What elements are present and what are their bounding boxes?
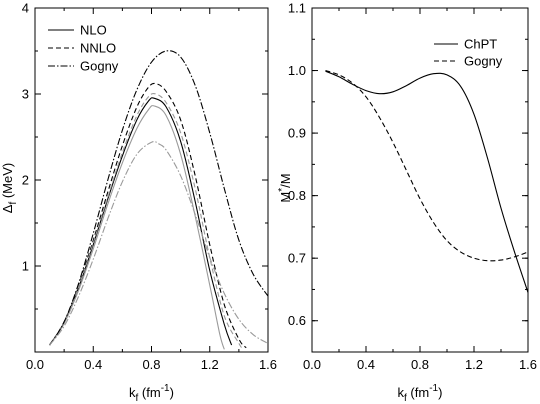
x-tick-label: 0.0 (26, 357, 44, 372)
y-tick-label: 1 (22, 259, 29, 274)
y-tick-label: 2 (22, 173, 29, 188)
series-line-gogny-1 (325, 69, 528, 262)
left-panel-gap-energy: 0.0 0.4 0.8 1.2 1.6 1 2 3 4 kf (fm-1) Δf (MeV) NLO N… (0, 1, 277, 404)
x-axis-label: kf (fm-1) (398, 383, 443, 404)
y-axis-label: Δf (MeV) (0, 163, 19, 213)
y-tick-label: 0.8 (288, 188, 306, 203)
series-line-nnlo-2 (49, 82, 247, 349)
y-axis-label: M*/M (277, 173, 293, 202)
legend-label: ChPT (464, 37, 497, 52)
series-line-series-1-1 (49, 105, 225, 350)
legend-label: Gogny (464, 54, 503, 69)
x-tick-label: 0.0 (303, 357, 321, 372)
y-tick-label: 1.0 (288, 63, 306, 78)
x-tick-label: 1.2 (201, 357, 219, 372)
x-tick-label: 0.8 (142, 357, 160, 372)
x-axis-label: kf (fm-1) (129, 383, 174, 404)
y-tick-label: 1.1 (288, 1, 306, 16)
x-tick-label: 1.6 (519, 357, 537, 372)
x-tick-label: 1.2 (465, 357, 483, 372)
plot-frame (34, 7, 269, 353)
series-line-gogny-4 (49, 50, 268, 346)
series-line-chpt-0 (325, 70, 528, 293)
y-tick-label: 3 (22, 87, 29, 102)
y-tick-label: 4 (22, 1, 29, 16)
x-tick-label: 1.6 (259, 357, 277, 372)
legend-label: Gogny (80, 59, 119, 74)
y-tick-label: 0.6 (288, 313, 306, 328)
legend-label: NNLO (80, 41, 116, 56)
series-line-series-3-3 (49, 92, 243, 349)
x-tick-label: 0.4 (84, 357, 102, 372)
legend-label: NLO (80, 23, 107, 38)
y-tick-label: 0.9 (288, 126, 306, 141)
y-tick-label: 0.7 (288, 251, 306, 266)
series-line-series-5-5 (49, 140, 268, 346)
x-tick-label: 0.4 (357, 357, 375, 372)
x-tick-label: 0.8 (411, 357, 429, 372)
right-panel-effective-mass: 0.0 0.4 0.8 1.2 1.6 0.6 0.7 0.8 0.9 1.0 1.1 kf (fm-… (277, 1, 537, 404)
series-line-nlo-0 (49, 97, 233, 346)
